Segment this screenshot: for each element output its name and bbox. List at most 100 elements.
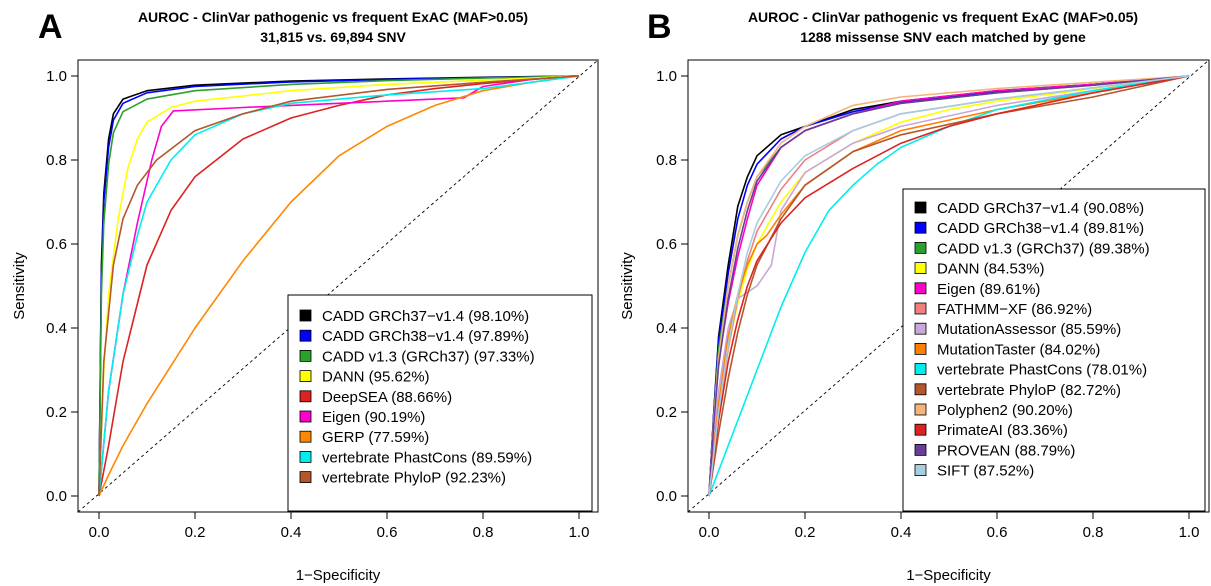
legend-entry-label: GERP (77.59%)	[322, 429, 429, 446]
legend-entry-label: MutationTaster (84.02%)	[937, 341, 1100, 358]
panel-a: A AUROC - ClinVar pathogenic vs frequent…	[11, 8, 599, 584]
y-tick-label: 0.2	[656, 404, 677, 421]
legend-swatch	[914, 262, 927, 275]
legend-swatch	[299, 349, 312, 362]
legend-swatch	[299, 390, 312, 403]
y-tick-label: 0.8	[46, 152, 67, 169]
roc-curve-series-9	[98, 75, 580, 497]
legend-swatch	[299, 450, 312, 463]
panel-a-title: AUROC - ClinVar pathogenic vs frequent E…	[138, 9, 528, 25]
legend-box	[287, 294, 593, 512]
x-tick-label: 0.0	[699, 524, 720, 541]
roc-curve-series-12	[708, 75, 1190, 497]
legend-entry-label: PROVEAN (88.79%)	[937, 442, 1075, 459]
legend-entry-label: CADD GRCh38−v1.4 (89.81%)	[937, 220, 1144, 237]
roc-curve-series-11	[708, 75, 1190, 497]
legend-entry-label: MutationAssessor (85.59%)	[937, 321, 1121, 338]
legend-entry-label: Eigen (89.61%)	[937, 281, 1040, 298]
x-tick-label: 0.8	[1083, 524, 1104, 541]
legend-entry-label: Eigen (90.19%)	[322, 409, 425, 426]
legend-swatch	[299, 329, 312, 342]
roc-curve-series-2	[98, 75, 580, 497]
legend-swatch	[914, 241, 927, 254]
legend-swatch	[914, 383, 927, 396]
legend-entry-label: CADD v1.3 (GRCh37) (97.33%)	[322, 348, 535, 365]
y-tick-label: 0.4	[656, 320, 677, 337]
legend-entry-label: DANN (84.53%)	[937, 261, 1045, 278]
legend-swatch	[914, 423, 927, 436]
legend-swatch	[914, 302, 927, 315]
y-tick-label: 1.0	[46, 68, 67, 85]
panel-b-title: AUROC - ClinVar pathogenic vs frequent E…	[748, 9, 1138, 25]
x-tick-label: 0.6	[377, 524, 398, 541]
roc-curve-series-14	[708, 75, 1190, 497]
x-tick-label: 0.0	[89, 524, 110, 541]
roc-curve-series-7	[708, 75, 1190, 497]
legend-entry-label: CADD GRCh37−v1.4 (98.10%)	[322, 308, 529, 325]
panel-a-subtitle: 31,815 vs. 69,894 SNV	[260, 29, 406, 45]
legend-swatch	[914, 342, 927, 355]
roc-curve-series-2	[708, 75, 1190, 497]
legend-entry-label: PrimateAI (83.36%)	[937, 422, 1068, 439]
legend-swatch	[914, 201, 927, 214]
y-tick-label: 1.0	[656, 68, 677, 85]
y-tick-label: 0.6	[656, 236, 677, 253]
roc-curve-series-13	[708, 75, 1190, 497]
x-tick-label: 1.0	[1179, 524, 1200, 541]
y-tick-label: 0.2	[46, 404, 67, 421]
roc-curve-series-9	[708, 75, 1190, 497]
legend-swatch	[914, 322, 927, 335]
legend-entry-label: vertebrate PhyloP (82.72%)	[937, 382, 1121, 399]
x-tick-label: 0.6	[987, 524, 1008, 541]
x-tick-label: 0.8	[473, 524, 494, 541]
legend-entry-label: SIFT (87.52%)	[937, 463, 1034, 480]
legend-swatch	[299, 410, 312, 423]
y-tick-label: 0.6	[46, 236, 67, 253]
roc-curve-series-4	[98, 75, 580, 497]
roc-curve-series-5	[98, 75, 580, 497]
x-tick-label: 1.0	[569, 524, 590, 541]
legend-swatch	[299, 430, 312, 443]
legend-box	[902, 188, 1206, 512]
x-tick-label: 0.2	[795, 524, 816, 541]
y-tick-label: 0.0	[656, 488, 677, 505]
legend-swatch	[914, 363, 927, 376]
panel-letter-a: A	[38, 8, 63, 46]
legend-swatch	[299, 471, 312, 484]
roc-curve-series-7	[98, 75, 580, 497]
y-tick-label: 0.4	[46, 320, 67, 337]
legend-entry-label: vertebrate PhastCons (89.59%)	[322, 449, 532, 466]
roc-curve-series-3	[98, 75, 580, 497]
x-axis-label: 1−Specificity	[906, 567, 991, 584]
y-axis-label: Sensitivity	[619, 252, 636, 320]
panel-b-subtitle: 1288 missense SNV each matched by gene	[800, 29, 1086, 45]
x-tick-label: 0.2	[185, 524, 206, 541]
legend-entry-label: CADD v1.3 (GRCh37) (89.38%)	[937, 240, 1150, 257]
plot-frame	[77, 59, 599, 513]
legend-swatch	[914, 464, 927, 477]
legend-swatch	[914, 443, 927, 456]
roc-curve-series-8	[708, 75, 1190, 497]
legend-entry-label: DANN (95.62%)	[322, 369, 430, 386]
diagonal-reference-line	[78, 60, 598, 512]
legend-swatch	[299, 370, 312, 383]
legend-entry-label: DeepSEA (88.66%)	[322, 389, 452, 406]
x-tick-label: 0.4	[281, 524, 302, 541]
legend-entry-label: Polyphen2 (90.20%)	[937, 402, 1073, 419]
y-tick-label: 0.0	[46, 488, 67, 505]
plot-frame	[687, 59, 1210, 513]
legend-entry-label: FATHMM−XF (86.92%)	[937, 301, 1092, 318]
x-tick-label: 0.4	[891, 524, 912, 541]
legend-swatch	[914, 282, 927, 295]
legend-entry-label: vertebrate PhyloP (92.23%)	[322, 470, 506, 487]
y-axis-label: Sensitivity	[11, 252, 28, 320]
x-axis-label: 1−Specificity	[296, 567, 381, 584]
legend-swatch	[299, 309, 312, 322]
panel-letter-b: B	[647, 8, 672, 46]
panel-b: B AUROC - ClinVar pathogenic vs frequent…	[619, 8, 1210, 584]
roc-curve-series-8	[98, 75, 580, 497]
legend-entry-label: vertebrate PhastCons (78.01%)	[937, 362, 1147, 379]
legend-entry-label: CADD GRCh37−v1.4 (90.08%)	[937, 200, 1144, 217]
legend-entry-label: CADD GRCh38−v1.4 (97.89%)	[322, 328, 529, 345]
